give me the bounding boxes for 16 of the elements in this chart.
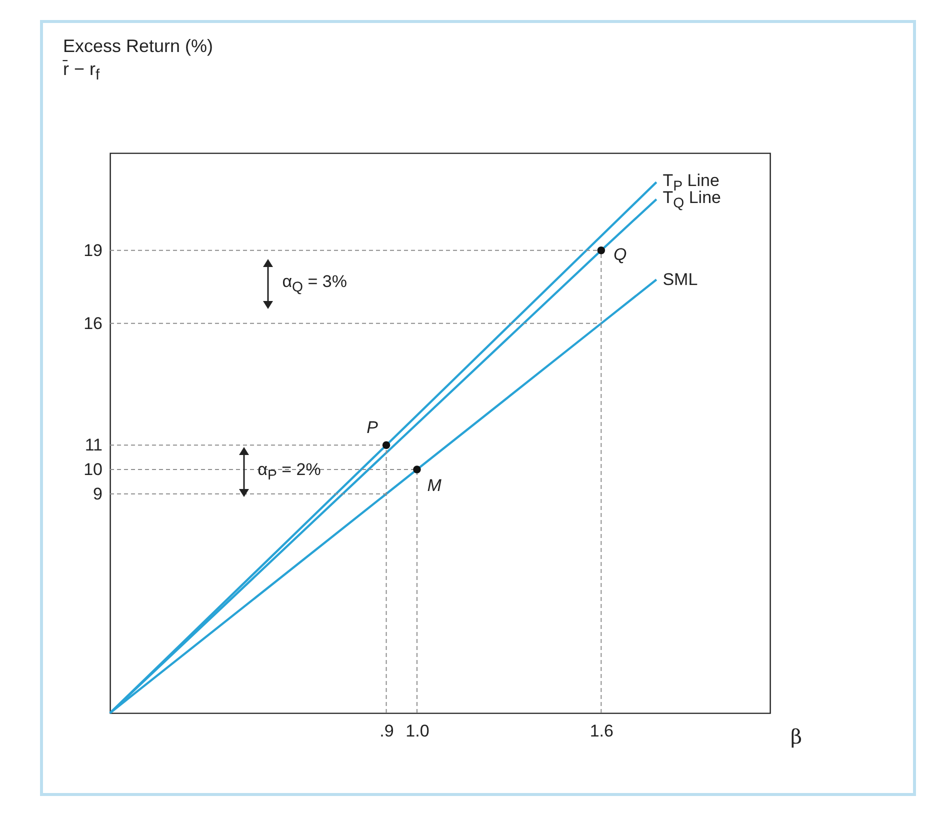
- annotation: M: [427, 476, 442, 496]
- y-tick-label: 19: [84, 240, 102, 260]
- y-tick-label: 11: [84, 436, 102, 455]
- annotation: α$_{Q}$ = 3%: [282, 272, 347, 296]
- y-tick-label: 9: [93, 484, 102, 504]
- annotation: Q: [613, 245, 627, 264]
- x-tick-label: .9: [380, 722, 394, 740]
- x-tick-label: 1.0: [406, 722, 430, 740]
- y-tick-label: 16: [84, 314, 102, 333]
- series-label: SML: [662, 270, 698, 290]
- x-axis-title: β: [790, 724, 802, 748]
- x-tick-label: 1.6: [590, 722, 614, 740]
- annotation: α$_{P}$ = 2%: [258, 460, 321, 484]
- annotation: P: [366, 418, 378, 437]
- y-tick-label: 10: [84, 460, 102, 480]
- y-axis-title: Excess Return (%) r̄ − r$_{f}$: [63, 35, 214, 85]
